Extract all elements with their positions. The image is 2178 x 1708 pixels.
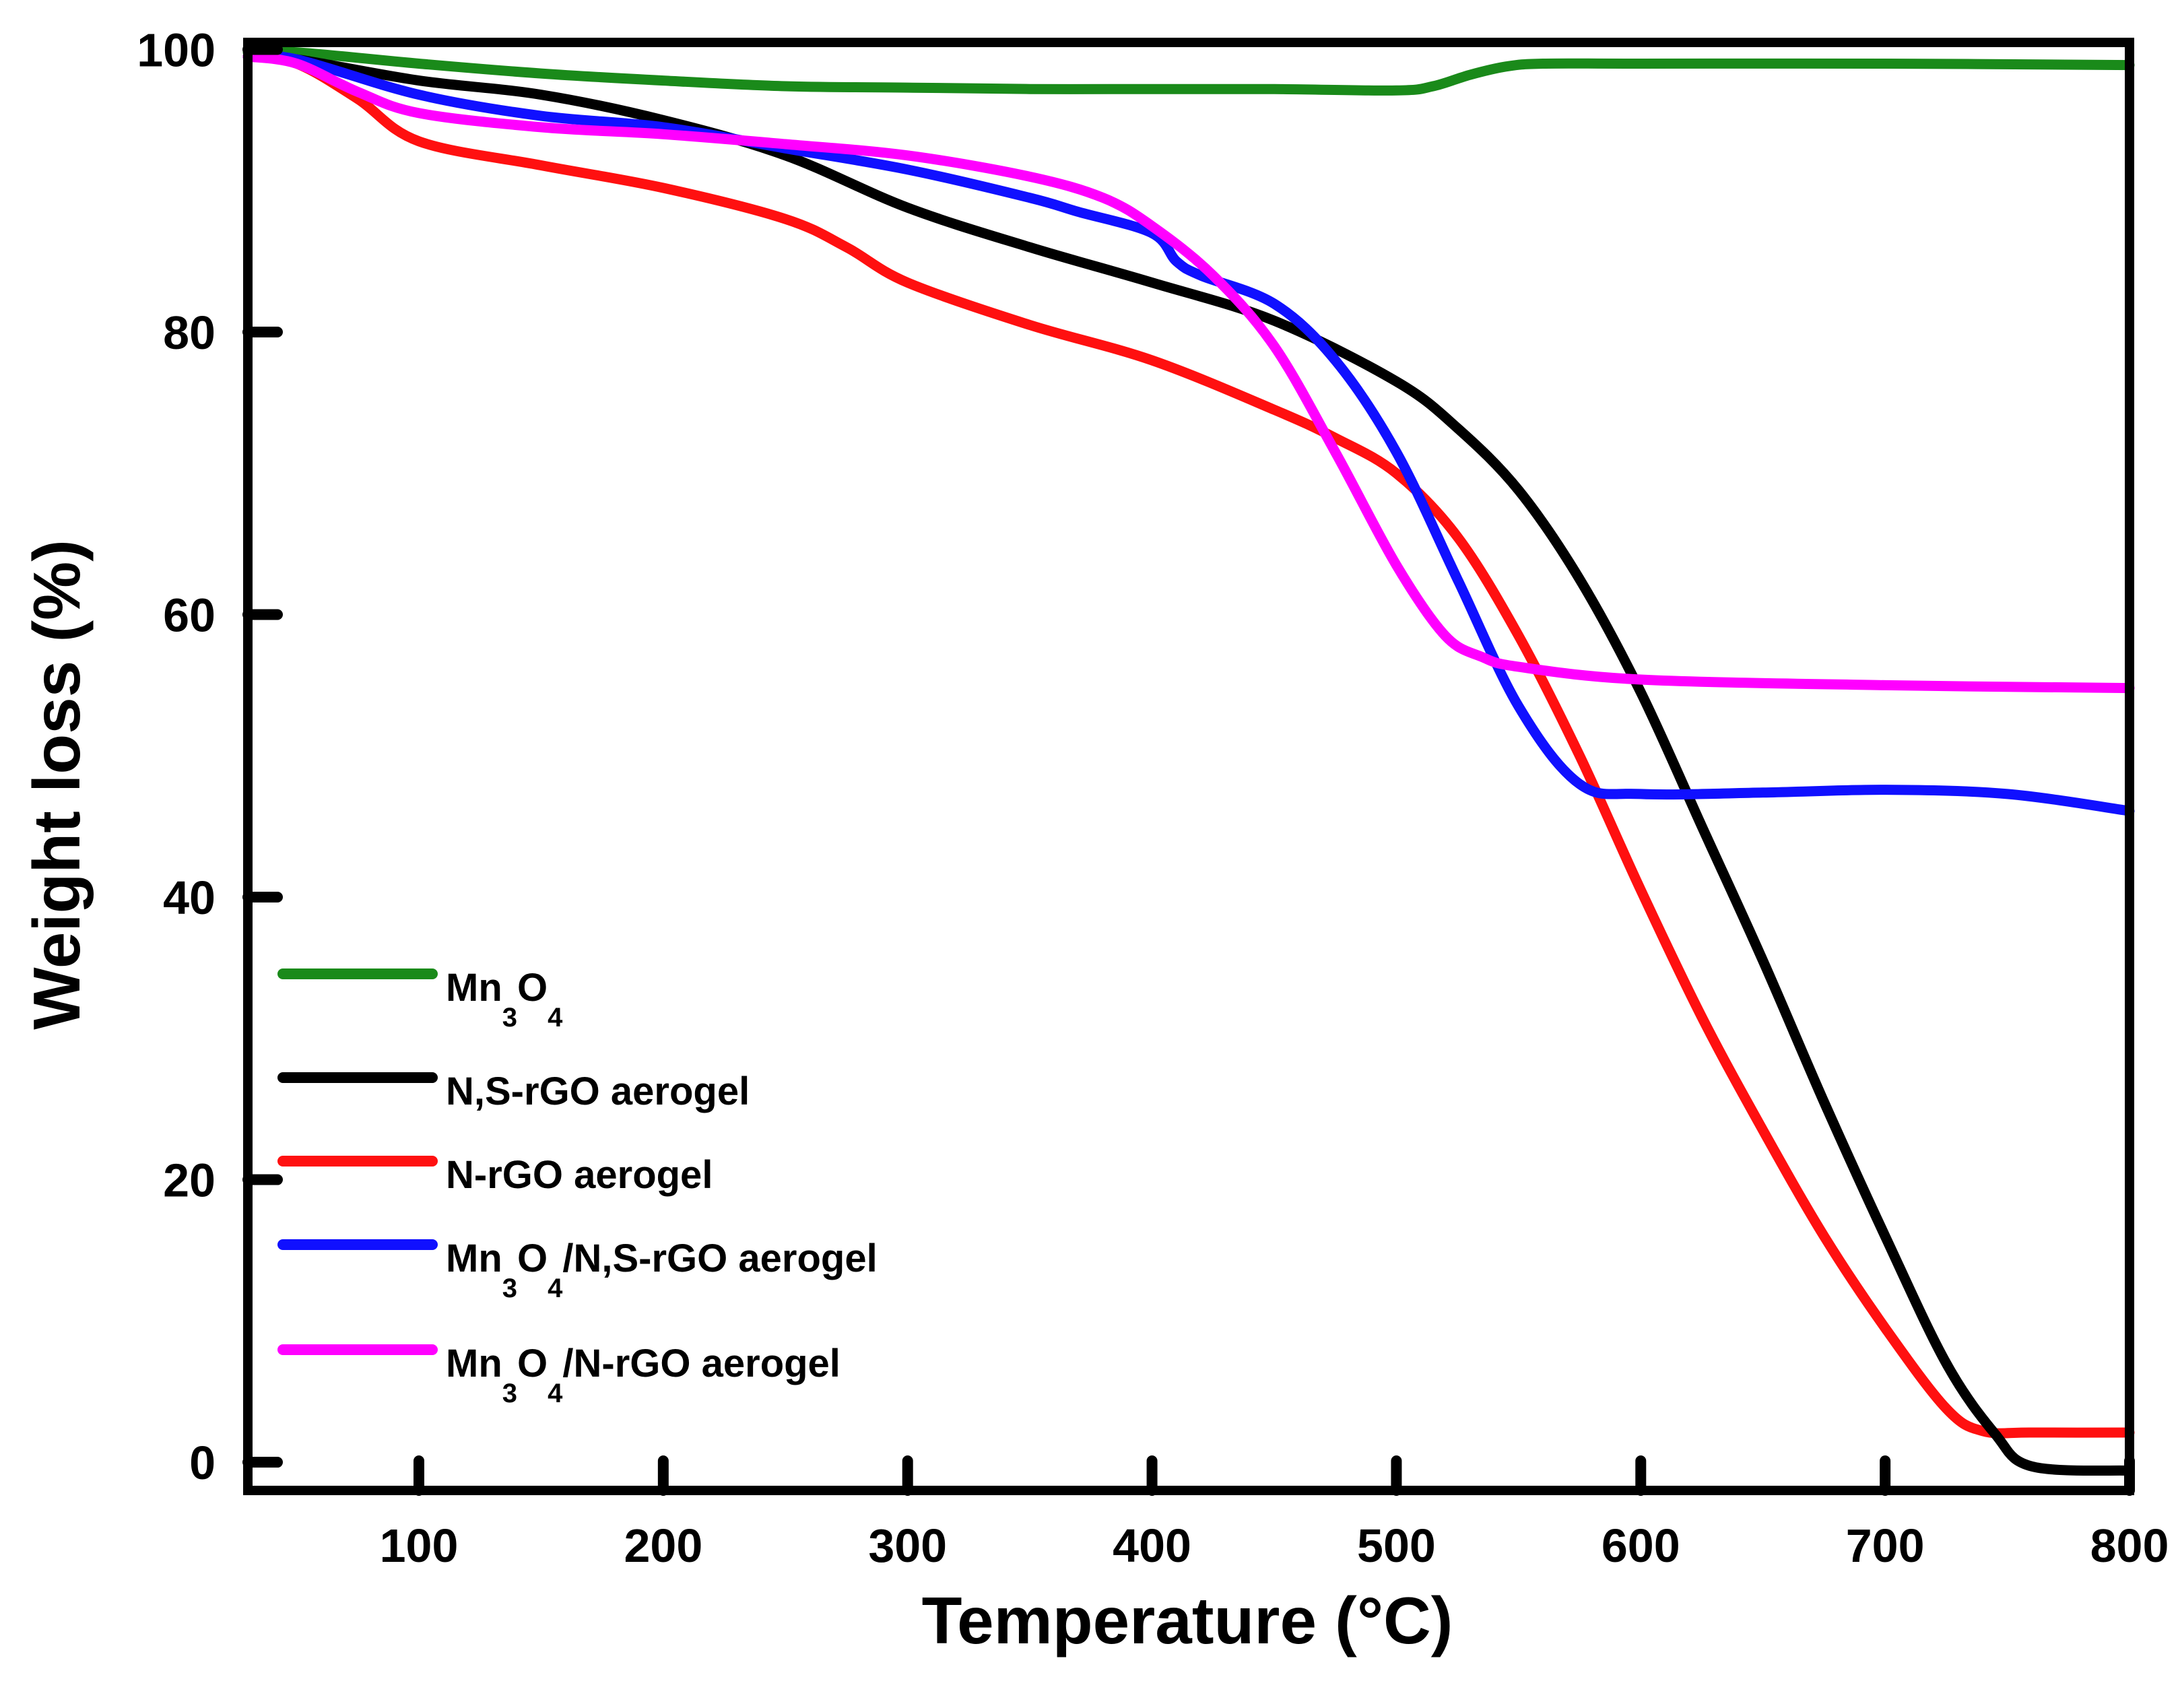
x-tick-label: 400 (1113, 1519, 1191, 1572)
plot-frame (243, 38, 2134, 1495)
legend-label-3: N-rGO aerogel (446, 1153, 713, 1197)
legend-label-4: Mn3O4/N,S-rGO aerogel (446, 1237, 878, 1303)
x-axis-title: Temperature (°C) (922, 1583, 1453, 1657)
series-line-1 (242, 46, 2135, 96)
x-tick-label: 500 (1357, 1519, 1436, 1572)
y-tick-label: 40 (163, 872, 216, 924)
x-tick-label: 200 (624, 1519, 702, 1572)
series-line-3 (242, 51, 2135, 1439)
x-tick-label: 100 (380, 1519, 459, 1572)
legend-label-2: N,S-rGO aerogel (446, 1070, 750, 1113)
x-tick-label: 600 (1602, 1519, 1680, 1572)
y-axis-title: Weight loss (%) (20, 539, 94, 1030)
x-tick-label: 800 (2090, 1519, 2169, 1572)
y-tick-label: 100 (137, 24, 216, 76)
y-tick-label: 0 (189, 1437, 216, 1489)
series-line-5 (242, 51, 2135, 694)
series-line-4 (242, 51, 2135, 816)
y-tick-label: 80 (163, 306, 216, 359)
plot-area (242, 46, 2135, 1476)
x-tick-label: 300 (868, 1519, 947, 1572)
legend-label-1: Mn3O4 (446, 966, 563, 1032)
legend-label-5: Mn3O4/N-rGO aerogel (446, 1342, 840, 1408)
x-tick-label: 700 (1846, 1519, 1925, 1572)
y-tick-label: 20 (163, 1154, 216, 1207)
axis-ticks: 100 200 300 400 500 600 700 800 0 20 40 60 80 100 (137, 24, 2169, 1572)
legend: Mn3O4 N,S-rGO aerogel N-rGO aerogel Mn3O4/N… (277, 966, 878, 1408)
series-line-2 (242, 51, 2135, 1476)
y-tick-label: 60 (163, 589, 216, 642)
